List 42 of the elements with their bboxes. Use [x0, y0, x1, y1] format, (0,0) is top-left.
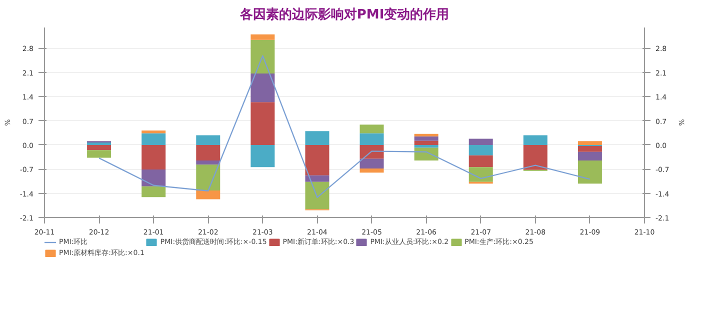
bar — [578, 146, 602, 152]
bar — [142, 130, 166, 134]
bar — [523, 135, 548, 145]
bar — [250, 40, 275, 74]
bar — [360, 158, 384, 168]
bar — [360, 124, 384, 134]
bar — [250, 144, 275, 168]
bar — [360, 144, 384, 159]
bar — [142, 144, 166, 170]
bar — [578, 141, 602, 145]
bar — [360, 133, 384, 145]
bar — [196, 160, 220, 165]
bar — [305, 175, 330, 182]
bar — [142, 169, 166, 186]
bar — [87, 144, 112, 150]
bar — [578, 160, 602, 184]
bar — [578, 152, 602, 160]
bar — [250, 102, 275, 145]
bar — [87, 150, 112, 158]
bar — [360, 168, 384, 173]
bar — [196, 144, 220, 160]
bar — [305, 144, 330, 176]
bar — [196, 190, 220, 200]
bar — [250, 34, 275, 40]
bar — [414, 140, 438, 145]
line-series — [98, 55, 591, 198]
bar — [523, 144, 548, 170]
chart-title: 各因素的边际影响对PMI变动的作用 — [238, 6, 450, 22]
bar — [468, 155, 493, 168]
bar — [468, 138, 493, 145]
bar — [414, 134, 438, 136]
bar — [414, 136, 438, 141]
bar — [468, 144, 493, 156]
bar — [305, 182, 330, 210]
bar — [305, 131, 330, 145]
bar — [250, 73, 275, 102]
bar — [414, 144, 438, 148]
bar — [468, 167, 493, 182]
bar — [142, 186, 166, 198]
bar — [196, 164, 220, 191]
bar — [196, 135, 220, 145]
bar — [142, 133, 166, 145]
